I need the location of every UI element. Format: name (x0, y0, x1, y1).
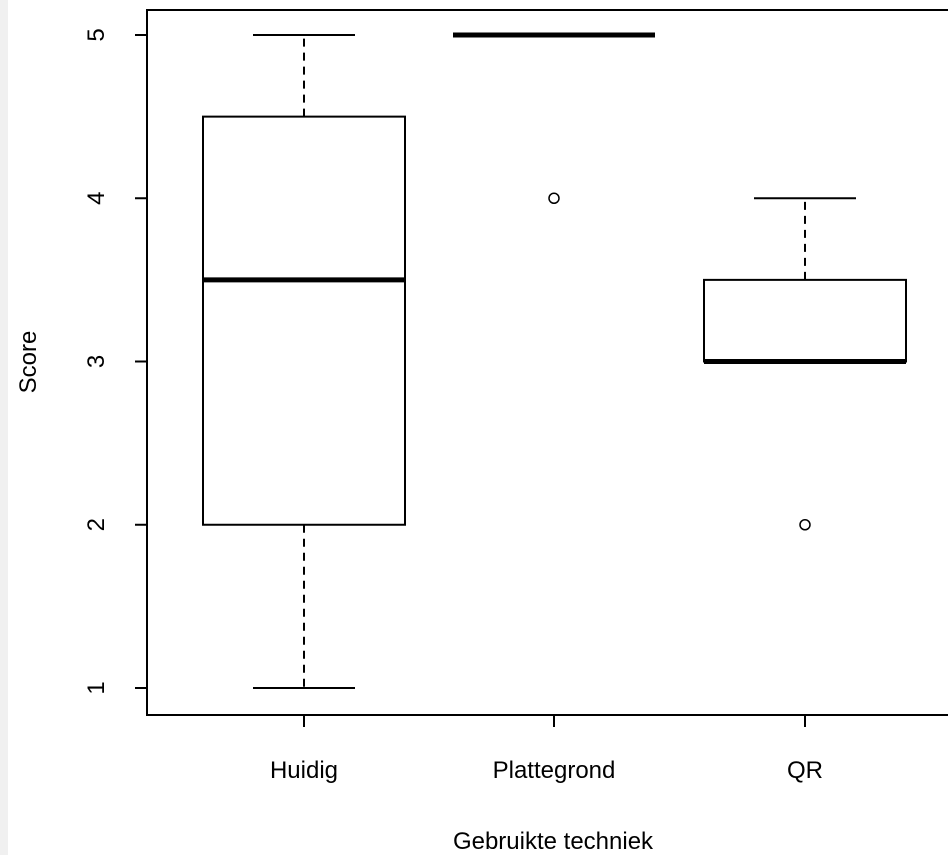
y-tick-label-3: 3 (83, 355, 110, 368)
outlier-qr-0 (799, 519, 811, 531)
x-tick-label-plattegrond: Plattegrond (493, 757, 616, 784)
x-axis-label: Gebruikte techniek (453, 828, 654, 855)
y-axis-label: Score (15, 331, 42, 394)
x-tick-label-qr: QR (787, 757, 823, 784)
iqr-box-qr (703, 278, 907, 363)
y-axis: 1 2 3 4 5 (83, 28, 147, 695)
y-tick-label-2: 2 (83, 518, 110, 531)
y-tick-label-5: 5 (83, 28, 110, 41)
outlier-plattegrond-0 (548, 192, 560, 204)
y-tick-label-1: 1 (83, 681, 110, 694)
x-axis: Huidig Plattegrond QR (270, 715, 823, 784)
box-plattegrond (453, 32, 655, 204)
window-left-edge (0, 0, 8, 855)
boxes-group (202, 32, 907, 689)
x-tick-label-huidig: Huidig (270, 757, 338, 784)
y-tick-label-4: 4 (83, 192, 110, 205)
box-huidig (202, 34, 406, 689)
iqr-box-huidig (202, 115, 406, 526)
box-qr (703, 197, 907, 531)
